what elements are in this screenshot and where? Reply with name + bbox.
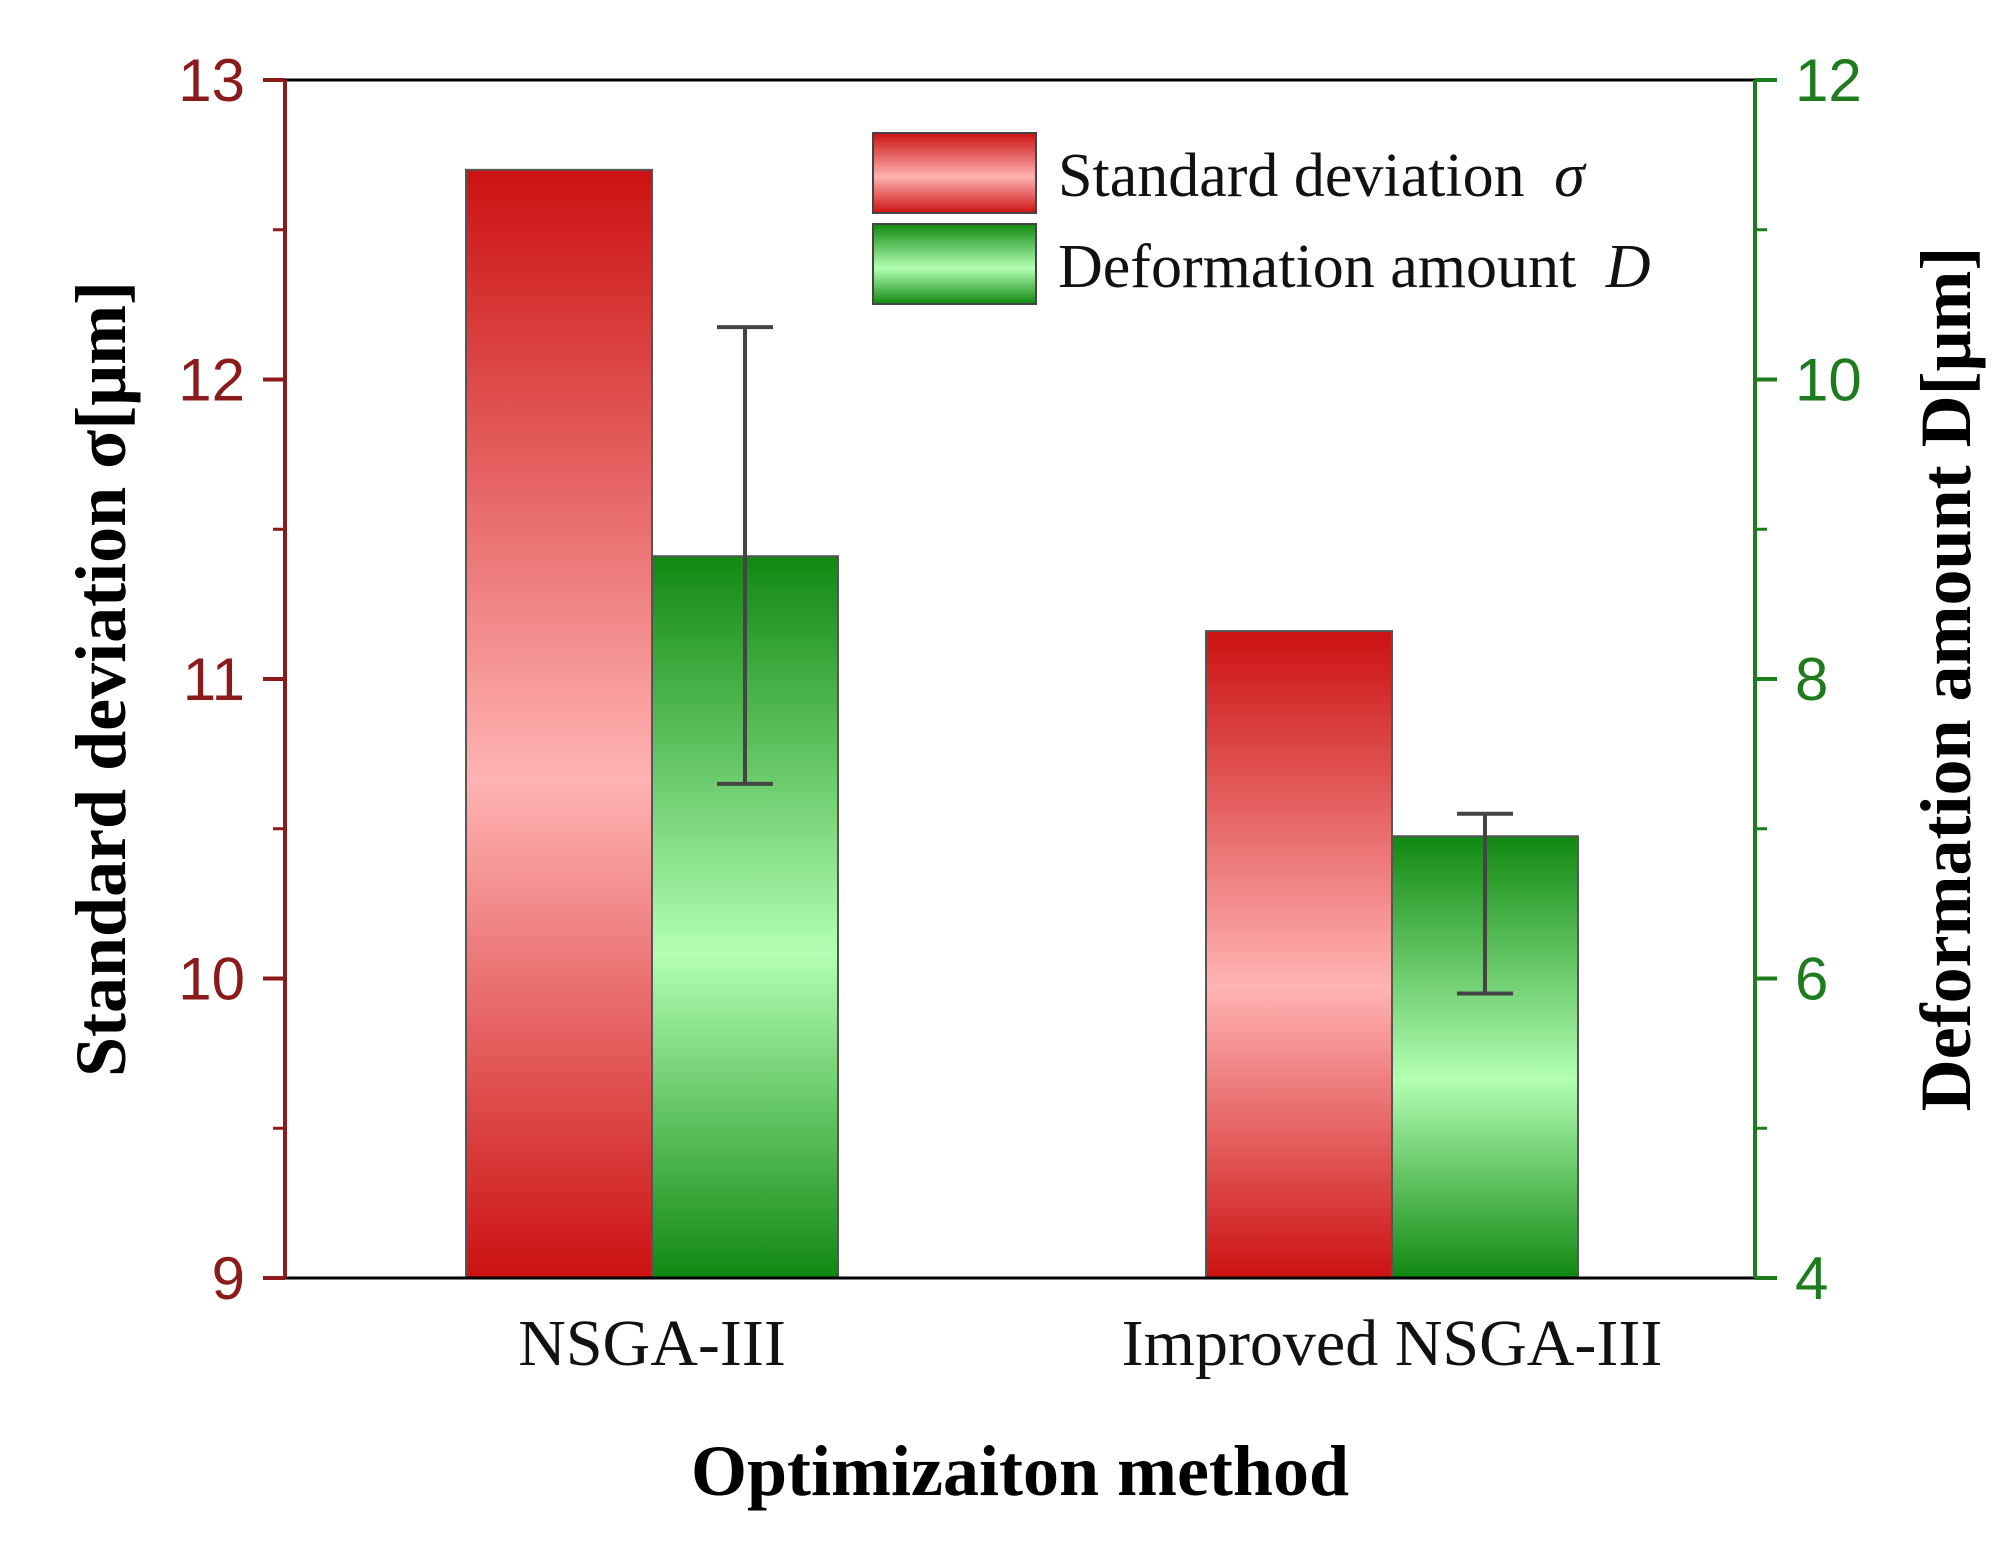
legend-label-deformation-amount: Deformation amount D <box>1058 233 1651 301</box>
left-tick-label: 9 <box>212 1245 245 1312</box>
category-label-1: NSGA-III <box>518 1307 786 1380</box>
left-tick-label: 13 <box>178 47 245 114</box>
bar-standard-deviation-1 <box>465 168 653 1280</box>
legend-label-standard-deviation: Standard deviation σ <box>1058 142 1587 210</box>
legend-series-symbol-2: D <box>1605 233 1651 301</box>
left-tick-label: 11 <box>183 646 245 713</box>
right-axis-title: Deformation amount D[μm] <box>1906 247 1986 1112</box>
left-axis-ticks: 9 10 11 12 13 <box>178 47 285 1312</box>
errorbars-layer <box>717 325 1513 996</box>
right-tick-label: 12 <box>1795 47 1862 114</box>
legend-series-symbol-1: σ <box>1554 142 1587 210</box>
legend: Standard deviation σ Deformation amount … <box>872 132 1651 305</box>
error-bar-2 <box>1457 811 1513 996</box>
x-axis-title: Optimizaiton method <box>691 1431 1349 1511</box>
legend-swatch-standard-deviation <box>872 132 1037 214</box>
left-tick-label: 10 <box>178 946 245 1013</box>
right-tick-label: 8 <box>1795 646 1828 713</box>
right-tick-label: 6 <box>1795 946 1828 1013</box>
bar-standard-deviation-2 <box>1205 630 1393 1279</box>
left-axis-title: Standard deviation σ[μm] <box>61 281 141 1077</box>
right-axis-ticks: 4 6 8 10 12 <box>1755 47 1862 1312</box>
right-tick-label: 4 <box>1795 1245 1828 1312</box>
legend-swatch-deformation-amount <box>872 223 1037 305</box>
right-tick-label: 10 <box>1795 347 1862 414</box>
left-tick-label: 12 <box>178 347 245 414</box>
category-labels: NSGA-III Improved NSGA-III <box>518 1307 1662 1380</box>
bars-layer <box>465 168 1579 1280</box>
error-bar-1 <box>717 325 773 786</box>
category-label-2: Improved NSGA-III <box>1122 1307 1663 1380</box>
legend-series-name-2: Deformation amount <box>1058 233 1576 301</box>
legend-series-name-1: Standard deviation <box>1058 142 1525 210</box>
